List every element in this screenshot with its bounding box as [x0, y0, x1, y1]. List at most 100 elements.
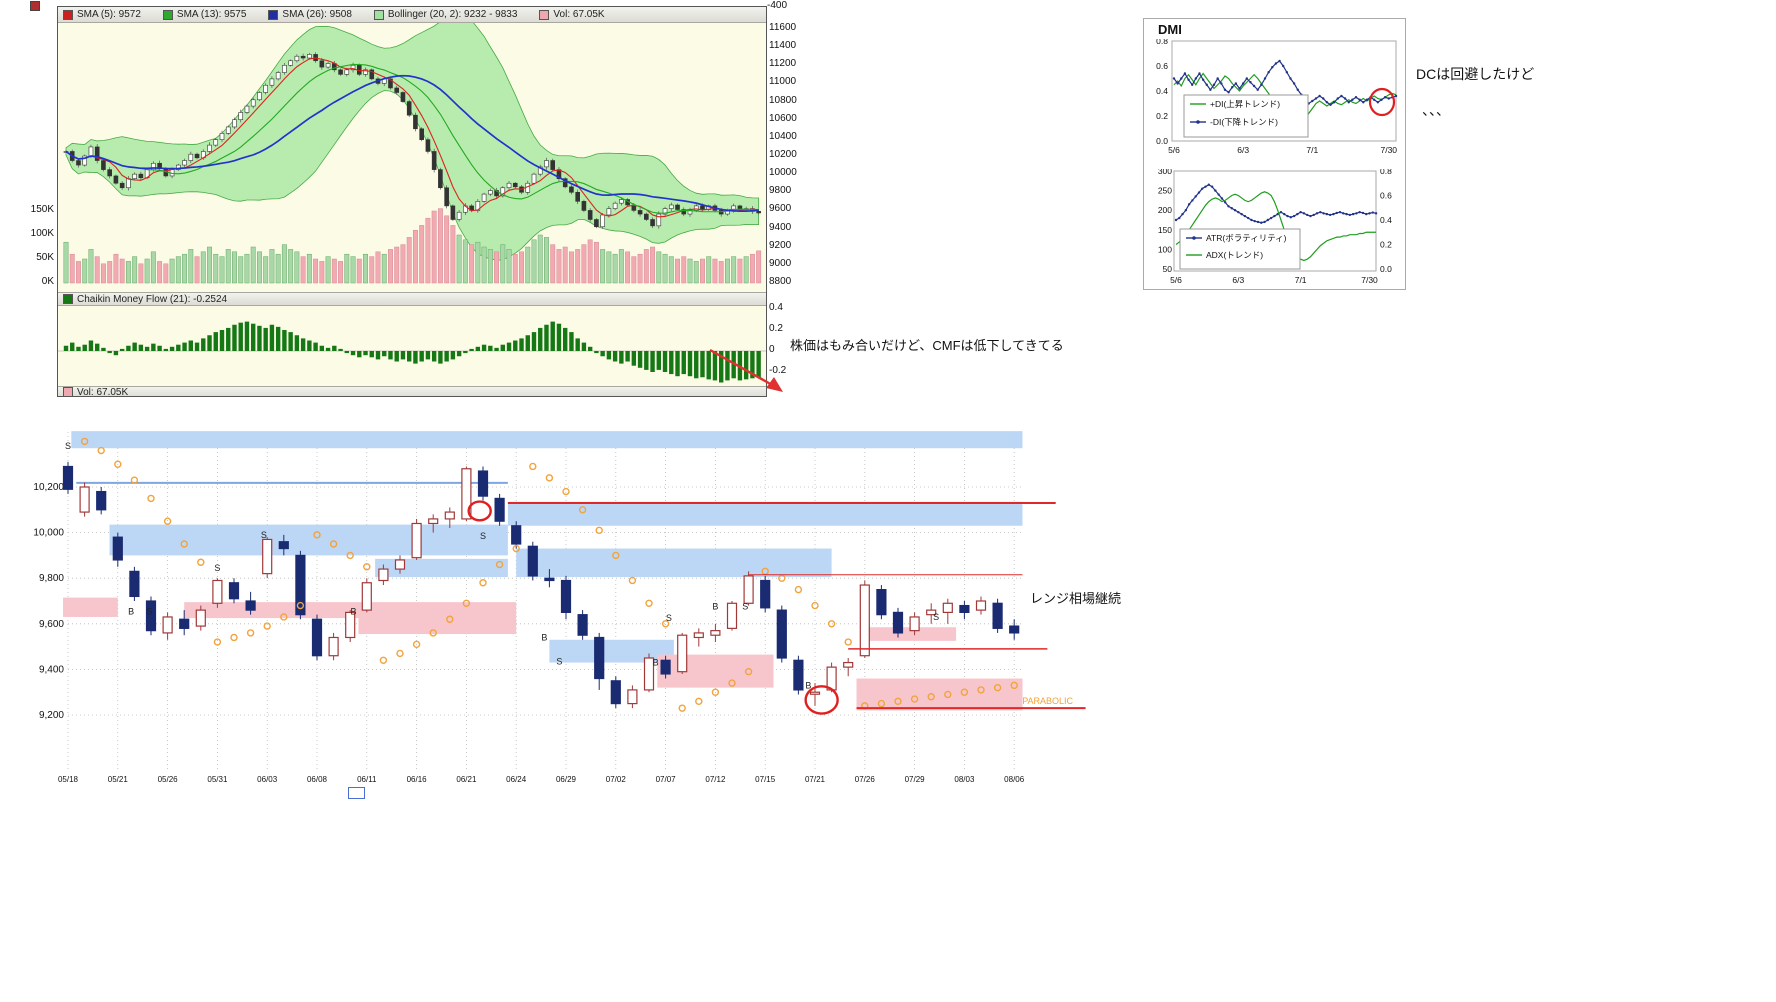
cmf-bar: [194, 342, 200, 351]
atr-legend-label: ATR(ボラティリティ): [1206, 233, 1287, 243]
candle: [225, 126, 231, 134]
atr-x-tick: 6/3: [1232, 275, 1244, 285]
date-tick-label: 07/07: [656, 775, 677, 784]
volume-bar: [500, 244, 506, 284]
price-tick-label: 9,600: [39, 619, 64, 630]
legend-marker-sample: [1192, 236, 1196, 240]
atr-marker: [1250, 218, 1253, 222]
sar-dot: [877, 699, 886, 708]
cmf-bar: [625, 351, 630, 362]
cmf-bar: [119, 348, 125, 351]
cmf-bar: [519, 338, 524, 351]
trade-marker-label: S: [742, 602, 748, 612]
volume-bar: [331, 258, 337, 284]
volume-bar: [300, 256, 306, 284]
cmf-bar: [282, 330, 287, 351]
cmf-bar: [188, 340, 193, 351]
legend-item[interactable]: Vol: 67.05K: [539, 9, 605, 20]
candle: [444, 187, 449, 207]
cut-off-legend-chip: [30, 1, 40, 11]
candle: [213, 139, 219, 146]
cmf-bar: [637, 351, 643, 368]
volume-bar: [712, 258, 718, 284]
candle: [245, 600, 256, 611]
volume-bar: [82, 258, 88, 284]
sar-dot: [645, 599, 653, 607]
atr-adx-chart-canvas[interactable]: 300 250 200 150 100 50 0.8 0.6 0.4 0.2 0.0 5/6 6/3 7/…: [1148, 169, 1402, 289]
range-chart-canvas[interactable]: 10,200 10,000 9,800 9,600 9,400 9,200 05/18 05/…: [30, 418, 1130, 798]
volume-bar: [425, 217, 431, 284]
di-marker: [1383, 96, 1387, 99]
legend-item[interactable]: SMA (26): 9508: [268, 9, 352, 20]
sar-dot: [728, 679, 736, 687]
dmi-chart-canvas[interactable]: 0.8 0.6 0.4 0.2 0.05/6 6/3 7/1 7/30 +DI(上昇トレンド) -…: [1148, 39, 1402, 167]
cmf-chart-canvas[interactable]: [58, 306, 766, 386]
sma13-line: [65, 63, 759, 214]
candle: [760, 579, 771, 609]
candle: [269, 78, 275, 86]
di-marker: [1376, 101, 1380, 104]
candle: [328, 636, 339, 657]
date-tick-label: 06/11: [357, 775, 377, 784]
candle: [94, 146, 100, 161]
volume-bar: [556, 249, 562, 284]
sar-dot: [412, 640, 421, 649]
volume-bar: [743, 256, 749, 284]
atr-marker: [1342, 212, 1345, 215]
cmf-bar: [538, 327, 543, 351]
atr-marker: [1315, 212, 1319, 215]
volume-bar: [419, 225, 425, 284]
date-tick-label: 06/03: [257, 775, 278, 784]
candle: [488, 190, 493, 195]
legend-item[interactable]: SMA (5): 9572: [63, 9, 141, 20]
volume-bar: [100, 263, 106, 284]
atr-marker: [1368, 212, 1371, 215]
cmf-bar: [600, 351, 605, 357]
volume-bar: [412, 229, 418, 284]
date-tick-label: 06/16: [407, 775, 428, 784]
candle: [550, 160, 556, 170]
volume-bar: [344, 253, 350, 284]
atr-marker: [1187, 203, 1191, 206]
sar-dot: [512, 544, 520, 553]
volume-bar: [263, 256, 269, 284]
candle: [693, 632, 704, 639]
legend-item[interactable]: SMA (13): 9575: [162, 9, 246, 20]
candle: [809, 691, 821, 695]
legend-item[interactable]: Bollinger (20, 2): 9232 - 9833: [373, 9, 517, 20]
candle: [325, 63, 331, 68]
candle: [627, 689, 638, 705]
cmf-bar: [319, 345, 325, 351]
cmf-bar: [500, 344, 505, 351]
dmi-y-tick: 0.2: [1156, 111, 1168, 121]
cmf-bar: [513, 340, 518, 351]
atr-y-tick: 200: [1158, 205, 1172, 215]
atr-marker: [1289, 216, 1292, 219]
candle: [675, 204, 680, 210]
atr-marker: [1348, 213, 1352, 217]
volume-bar: [469, 244, 475, 284]
volume-bar: [125, 261, 131, 284]
cmf-bar: [619, 351, 624, 364]
sar-dot: [180, 540, 188, 548]
atr-marker: [1240, 212, 1243, 216]
atr-marker: [1283, 212, 1286, 216]
cmf-bar: [238, 322, 243, 351]
atr-marker: [1197, 191, 1201, 194]
volume-tick-label: 0K: [41, 276, 54, 287]
candle: [400, 92, 406, 102]
cmf-bar: [176, 344, 181, 351]
candle: [909, 616, 920, 632]
candle: [527, 545, 538, 577]
price-chart-canvas[interactable]: [58, 23, 766, 292]
price-tick-label: 10800: [769, 94, 797, 106]
date-tick-label: 07/26: [855, 775, 876, 784]
candle: [500, 187, 506, 197]
volume-bar: [232, 251, 237, 284]
cmf-bar: [375, 351, 381, 360]
candle: [288, 60, 293, 66]
adx-y-tick: 0.8: [1380, 169, 1392, 176]
candle: [544, 160, 549, 168]
sar-dot: [744, 667, 753, 676]
volume-bar: [587, 239, 593, 284]
